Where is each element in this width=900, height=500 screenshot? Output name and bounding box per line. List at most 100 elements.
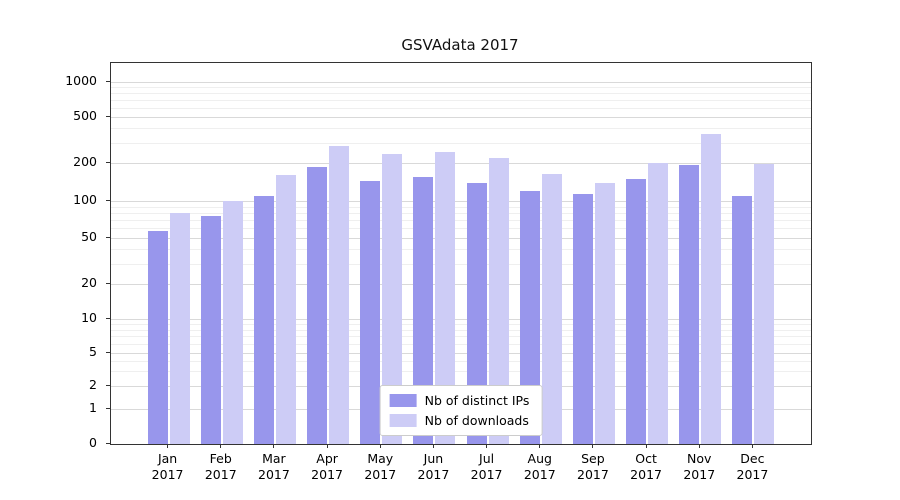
bar-downloads-dec [754,164,775,444]
bar-downloads-oct [648,163,669,444]
x-tick-mark [486,444,488,448]
bar-distinct-ips-nov [679,164,700,444]
minor-gridline [111,228,811,230]
major-gridline [111,163,811,165]
x-tick-label: Jun 2017 [417,451,450,482]
x-tick-mark [167,444,169,448]
legend-entry-distinct-ips: Nb of distinct IPs [389,393,530,408]
x-tick-mark [220,444,222,448]
bar-distinct-ips-jul [466,182,487,444]
minor-gridline [111,107,811,109]
y-tick-mark [106,162,110,164]
bar-distinct-ips-dec [732,195,753,444]
plot-area: Nb of distinct IPs Nb of downloads [110,62,812,445]
y-tick-label: 1000 [65,73,97,89]
major-gridline [111,319,811,321]
y-tick-label: 1 [89,399,97,415]
x-tick-label: Feb 2017 [204,451,237,482]
x-tick-label: Jul 2017 [470,451,503,482]
minor-gridline [111,336,811,338]
x-tick-label: Nov 2017 [683,451,716,482]
y-tick-label: 10 [81,310,97,326]
y-tick-label: 50 [81,228,97,244]
x-tick-label: Apr 2017 [311,451,343,482]
minor-gridline [111,212,811,214]
minor-gridline [111,371,811,373]
y-axis: 0 1 2 5 10 20 50 100 200 500 1000 [0,62,110,450]
y-tick-label: 500 [73,108,97,124]
bar-downloads-nov [701,133,722,444]
bar-distinct-ips-jun [413,177,434,444]
bar-downloads-mar [275,175,296,444]
minor-gridline [111,263,811,265]
y-tick-mark [106,116,110,118]
bar-distinct-ips-oct [626,178,647,444]
major-gridline [111,200,811,202]
x-tick-mark [751,444,753,448]
bar-distinct-ips-jan [147,230,168,444]
y-tick-label: 100 [73,191,97,207]
minor-gridline [111,219,811,221]
bar-downloads-jun [435,151,456,444]
y-tick-mark [106,199,110,201]
x-tick-mark [592,444,594,448]
y-tick-label: 5 [89,343,97,359]
bar-distinct-ips-aug [519,191,540,444]
major-gridline [111,117,811,119]
minor-gridline [111,324,811,326]
bar-downloads-sep [594,182,615,444]
x-axis: Jan 2017 Feb 2017 Mar 2017 Apr 2017 May 2017… [110,444,810,496]
bar-distinct-ips-feb [200,216,221,444]
minor-gridline [111,128,811,130]
x-tick-label: Dec 2017 [736,451,769,482]
bar-downloads-feb [222,200,243,444]
x-tick-mark [539,444,541,448]
x-tick-mark [379,444,381,448]
bar-distinct-ips-may [360,180,381,444]
major-gridline [111,237,811,239]
x-tick-label: Oct 2017 [630,451,662,482]
minor-gridline [111,206,811,208]
x-tick-label: Mar 2017 [258,451,290,482]
x-tick-label: Jan 2017 [151,451,184,482]
x-tick-mark [273,444,275,448]
minor-gridline [111,249,811,251]
bar-distinct-ips-sep [572,194,593,444]
bar-downloads-may [382,154,403,444]
legend-entry-downloads: Nb of downloads [389,413,530,428]
x-tick-mark [698,444,700,448]
legend-label-downloads: Nb of downloads [424,413,529,428]
y-tick-mark [106,81,110,83]
minor-gridline [111,142,811,144]
major-gridline [111,352,811,354]
legend-swatch-downloads [389,414,417,427]
bar-downloads-jul [488,158,509,444]
y-tick-mark [106,385,110,387]
minor-gridline [111,100,811,102]
x-tick-label: Sep 2017 [577,451,609,482]
x-tick-mark [432,444,434,448]
y-tick-label: 0 [89,435,97,450]
major-gridline [111,283,811,285]
bar-downloads-jan [169,212,190,444]
minor-gridline [111,361,811,362]
y-tick-label: 200 [73,154,97,170]
bar-distinct-ips-mar [253,195,274,444]
legend-swatch-distinct-ips [389,394,417,407]
x-tick-label: May 2017 [364,451,397,482]
minor-gridline [111,329,811,331]
y-tick-mark [106,407,110,409]
minor-gridline [111,87,811,89]
bar-downloads-apr [329,146,350,444]
legend-label-distinct-ips: Nb of distinct IPs [424,393,530,408]
minor-gridline [111,344,811,346]
major-gridline [111,82,811,84]
chart-title: GSVAdata 2017 [401,36,519,54]
x-tick-label: Aug 2017 [523,451,556,482]
bar-distinct-ips-apr [307,167,328,444]
y-tick-label: 20 [81,274,97,290]
y-tick-label: 2 [89,377,97,393]
y-tick-mark [106,318,110,320]
y-tick-mark [106,443,110,444]
